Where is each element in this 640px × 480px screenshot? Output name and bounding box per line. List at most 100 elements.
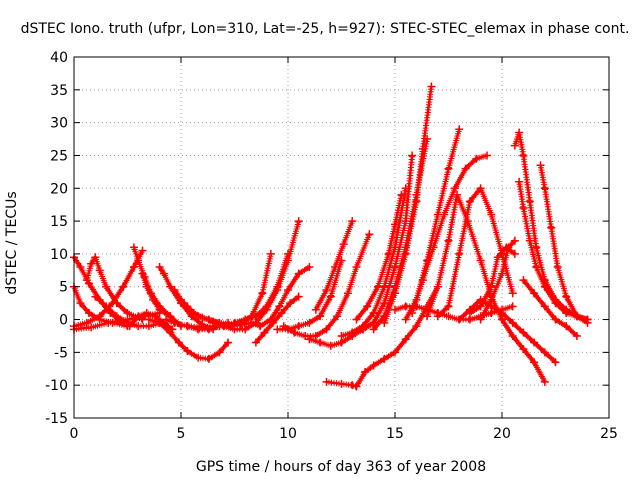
data-point bbox=[194, 312, 203, 321]
data-point bbox=[553, 263, 562, 272]
y-tick-label: -5 bbox=[54, 345, 68, 361]
data-point bbox=[162, 315, 171, 324]
data-point bbox=[352, 382, 361, 391]
data-point bbox=[305, 318, 314, 327]
data-point bbox=[279, 322, 288, 331]
data-point bbox=[476, 184, 485, 193]
data-point bbox=[129, 263, 138, 272]
data-point bbox=[352, 263, 361, 272]
data-point bbox=[123, 308, 132, 317]
data-point bbox=[412, 295, 421, 304]
data-point bbox=[380, 354, 389, 363]
data-point bbox=[134, 322, 143, 331]
data-point bbox=[241, 315, 250, 324]
data-point bbox=[352, 315, 361, 324]
data-point bbox=[551, 358, 560, 367]
data-point bbox=[540, 348, 549, 357]
data-point bbox=[391, 220, 399, 229]
data-point bbox=[562, 308, 571, 317]
data-point bbox=[322, 286, 331, 295]
data-point bbox=[551, 315, 560, 324]
data-point bbox=[380, 318, 389, 327]
data-point bbox=[82, 318, 91, 327]
data-series bbox=[251, 292, 303, 347]
data-point bbox=[337, 331, 346, 340]
data-point bbox=[519, 328, 528, 337]
data-series bbox=[219, 249, 292, 331]
data-point bbox=[159, 269, 168, 278]
data-point bbox=[412, 322, 421, 331]
data-point bbox=[572, 331, 581, 340]
data-point bbox=[112, 312, 121, 321]
data-point bbox=[95, 312, 104, 321]
data-point bbox=[305, 263, 314, 272]
data-point bbox=[294, 269, 303, 278]
data-point bbox=[95, 266, 104, 275]
data-point bbox=[583, 318, 592, 327]
data-point bbox=[423, 312, 432, 321]
data-point bbox=[530, 338, 539, 347]
data-series bbox=[91, 292, 168, 331]
data-point bbox=[391, 289, 399, 298]
data-point bbox=[183, 302, 192, 311]
data-point bbox=[134, 256, 143, 265]
data-series bbox=[510, 128, 592, 324]
data-point bbox=[194, 325, 203, 334]
data-point bbox=[427, 82, 436, 91]
y-tick-label: 0 bbox=[59, 313, 68, 329]
data-point bbox=[508, 289, 517, 298]
data-series bbox=[144, 315, 233, 363]
x-tick-labels: 0 5 10 15 20 25 bbox=[70, 426, 618, 442]
data-point bbox=[247, 318, 256, 327]
x-tick-label: 20 bbox=[493, 426, 511, 442]
data-point bbox=[510, 141, 519, 150]
series-group bbox=[70, 82, 592, 391]
data-point bbox=[142, 282, 151, 291]
data-point bbox=[418, 144, 427, 153]
y-tick-label: 35 bbox=[50, 83, 68, 99]
data-point bbox=[358, 325, 367, 334]
data-point bbox=[183, 322, 192, 331]
data-series bbox=[352, 190, 406, 324]
data-point bbox=[301, 331, 310, 340]
data-point bbox=[224, 338, 233, 347]
data-point bbox=[498, 269, 506, 278]
data-point bbox=[504, 243, 513, 252]
data-point bbox=[142, 308, 151, 317]
data-point bbox=[384, 249, 393, 258]
x-tick-label: 15 bbox=[386, 426, 404, 442]
data-point bbox=[515, 177, 524, 186]
data-point bbox=[519, 345, 528, 354]
data-series bbox=[247, 263, 314, 331]
data-point bbox=[104, 318, 113, 327]
data-point bbox=[476, 315, 485, 324]
data-point bbox=[343, 289, 352, 298]
data-point bbox=[487, 210, 496, 219]
data-point bbox=[102, 302, 111, 311]
data-point bbox=[391, 305, 399, 314]
data-point bbox=[294, 292, 303, 301]
plot-frame bbox=[73, 56, 610, 419]
data-point bbox=[262, 302, 271, 311]
data-series bbox=[279, 230, 374, 340]
data-point bbox=[170, 286, 179, 295]
data-point bbox=[151, 312, 160, 321]
data-point bbox=[134, 312, 143, 321]
data-point bbox=[510, 236, 519, 245]
data-point bbox=[455, 315, 464, 324]
data-point bbox=[519, 203, 528, 212]
data-point bbox=[194, 353, 203, 362]
data-point bbox=[498, 308, 506, 317]
data-point bbox=[401, 315, 410, 324]
data-point bbox=[112, 299, 121, 308]
data-point bbox=[177, 295, 185, 304]
data-point bbox=[91, 292, 100, 301]
x-tick-label: 5 bbox=[177, 426, 186, 442]
data-point bbox=[129, 243, 138, 252]
data-point bbox=[401, 249, 410, 258]
data-point bbox=[322, 325, 331, 334]
data-point bbox=[348, 381, 357, 390]
data-point bbox=[204, 325, 213, 334]
data-point bbox=[87, 323, 96, 332]
data-point bbox=[540, 302, 549, 311]
